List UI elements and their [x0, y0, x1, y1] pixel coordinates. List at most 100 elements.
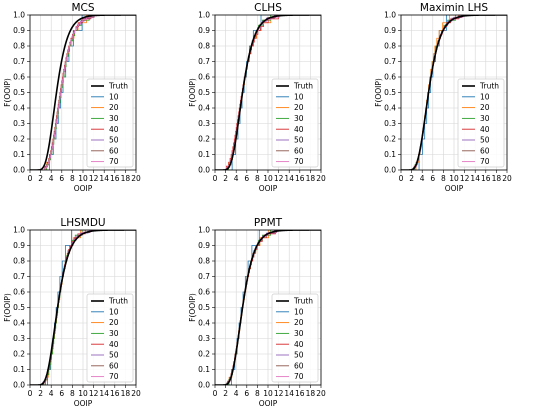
x-tick-label: 6: [59, 389, 64, 398]
legend-label: 70: [294, 157, 304, 166]
x-tick-label: 0: [213, 389, 218, 398]
x-tick-label: 16: [295, 389, 305, 398]
x-tick-label: 8: [441, 174, 446, 183]
legend-label: 20: [480, 103, 490, 112]
x-tick-label: 6: [244, 389, 249, 398]
panel-title: LHSMDU: [60, 217, 105, 229]
x-tick-label: 4: [420, 174, 425, 183]
legend-label: Truth: [293, 297, 313, 306]
x-tick-label: 2: [223, 174, 228, 183]
legend-label: Truth: [108, 297, 128, 306]
legend-label: 10: [109, 307, 119, 316]
x-tick-label: 4: [234, 389, 239, 398]
legend-box: [271, 78, 319, 168]
y-tick-label: 0.9: [13, 26, 25, 35]
legend-label: 60: [294, 361, 304, 370]
legend-label: 60: [109, 361, 119, 370]
y-tick-label: 0.9: [198, 26, 210, 35]
legend-label: 20: [294, 103, 304, 112]
legend-box: [271, 293, 319, 383]
y-tick-label: 0.3: [13, 119, 25, 128]
legend-label: 10: [294, 307, 304, 316]
panel-title: PPMT: [254, 217, 283, 229]
legend-label: 10: [294, 92, 304, 101]
x-tick-label: 14: [99, 389, 109, 398]
y-tick-label: 0.5: [198, 303, 210, 312]
x-tick-label: 20: [502, 174, 512, 183]
x-tick-label: 12: [274, 389, 284, 398]
y-tick-label: 1.0: [13, 226, 25, 235]
legend-box: [457, 78, 505, 168]
x-tick-label: 4: [49, 389, 54, 398]
legend-label: 70: [109, 372, 119, 381]
y-tick-label: 0.8: [384, 42, 396, 51]
x-tick-label: 18: [306, 174, 316, 183]
x-tick-label: 16: [481, 174, 491, 183]
x-tick-label: 20: [316, 174, 326, 183]
x-tick-label: 2: [223, 389, 228, 398]
legend-label: 70: [480, 157, 490, 166]
y-axis-label: F(OOIP): [188, 78, 197, 107]
legend-label: 40: [109, 340, 119, 349]
y-tick-label: 0.3: [198, 119, 210, 128]
cdf-panel-maximin-lhs: 0 2 4 6 8 10 12 14 16 18 200.00.10.20.30.40.50.60.…: [374, 2, 512, 193]
x-axis-label: OOIP: [445, 184, 464, 193]
x-tick-label: 14: [470, 174, 480, 183]
x-tick-label: 12: [89, 389, 99, 398]
x-tick-label: 6: [59, 174, 64, 183]
x-axis-label: OOIP: [259, 184, 278, 193]
legend-label: 10: [480, 92, 490, 101]
y-axis-label: F(OOIP): [188, 293, 197, 322]
x-tick-label: 18: [492, 174, 502, 183]
cdf-panel-lhsmdu: 0 2 4 6 8 10 12 14 16 18 200.00.10.20.30.40.50.60.…: [3, 217, 141, 408]
legend-label: 30: [109, 114, 119, 123]
y-tick-label: 0.2: [384, 135, 396, 144]
y-tick-label: 0.0: [384, 166, 396, 175]
y-tick-label: 0.0: [13, 381, 25, 390]
legend-label: 10: [109, 92, 119, 101]
legend-label: 60: [109, 146, 119, 155]
y-tick-label: 0.4: [198, 319, 210, 328]
x-tick-label: 6: [244, 174, 249, 183]
x-axis-label: OOIP: [259, 399, 278, 408]
cdf-panel-clhs: 0 2 4 6 8 10 12 14 16 18 200.00.10.20.30.40.50.60.…: [188, 2, 326, 193]
x-tick-label: 4: [234, 174, 239, 183]
x-tick-label: 2: [38, 174, 43, 183]
x-tick-label: 8: [70, 389, 75, 398]
legend-label: 70: [294, 372, 304, 381]
y-tick-label: 0.7: [198, 272, 210, 281]
series-70-cdf: [30, 15, 136, 170]
y-tick-label: 0.5: [13, 88, 25, 97]
y-tick-label: 1.0: [13, 11, 25, 20]
y-tick-label: 0.7: [384, 57, 396, 66]
y-tick-label: 0.2: [198, 135, 210, 144]
x-tick-label: 2: [409, 174, 414, 183]
y-tick-label: 0.9: [198, 241, 210, 250]
x-tick-label: 10: [78, 174, 88, 183]
x-tick-label: 12: [274, 174, 284, 183]
x-tick-label: 10: [449, 174, 459, 183]
panel-title: Maximin LHS: [420, 2, 489, 14]
y-tick-label: 0.1: [384, 150, 396, 159]
y-tick-label: 0.6: [13, 288, 25, 297]
cdf-panel-mcs: 0 2 4 6 8 10 12 14 16 18 200.00.10.20.30.40.50.60.…: [3, 2, 141, 193]
y-tick-label: 0.3: [198, 334, 210, 343]
y-tick-label: 0.8: [13, 257, 25, 266]
x-tick-label: 10: [263, 174, 273, 183]
x-tick-label: 4: [49, 174, 54, 183]
x-axis-label: OOIP: [74, 184, 93, 193]
y-tick-label: 0.1: [198, 150, 210, 159]
x-tick-label: 16: [295, 174, 305, 183]
y-tick-label: 0.1: [13, 150, 25, 159]
y-tick-label: 0.8: [13, 42, 25, 51]
y-tick-label: 0.7: [13, 272, 25, 281]
legend-label: 50: [480, 136, 490, 145]
x-tick-label: 8: [255, 174, 260, 183]
y-tick-label: 1.0: [384, 11, 396, 20]
legend-label: 50: [294, 136, 304, 145]
legend-label: 20: [109, 103, 119, 112]
